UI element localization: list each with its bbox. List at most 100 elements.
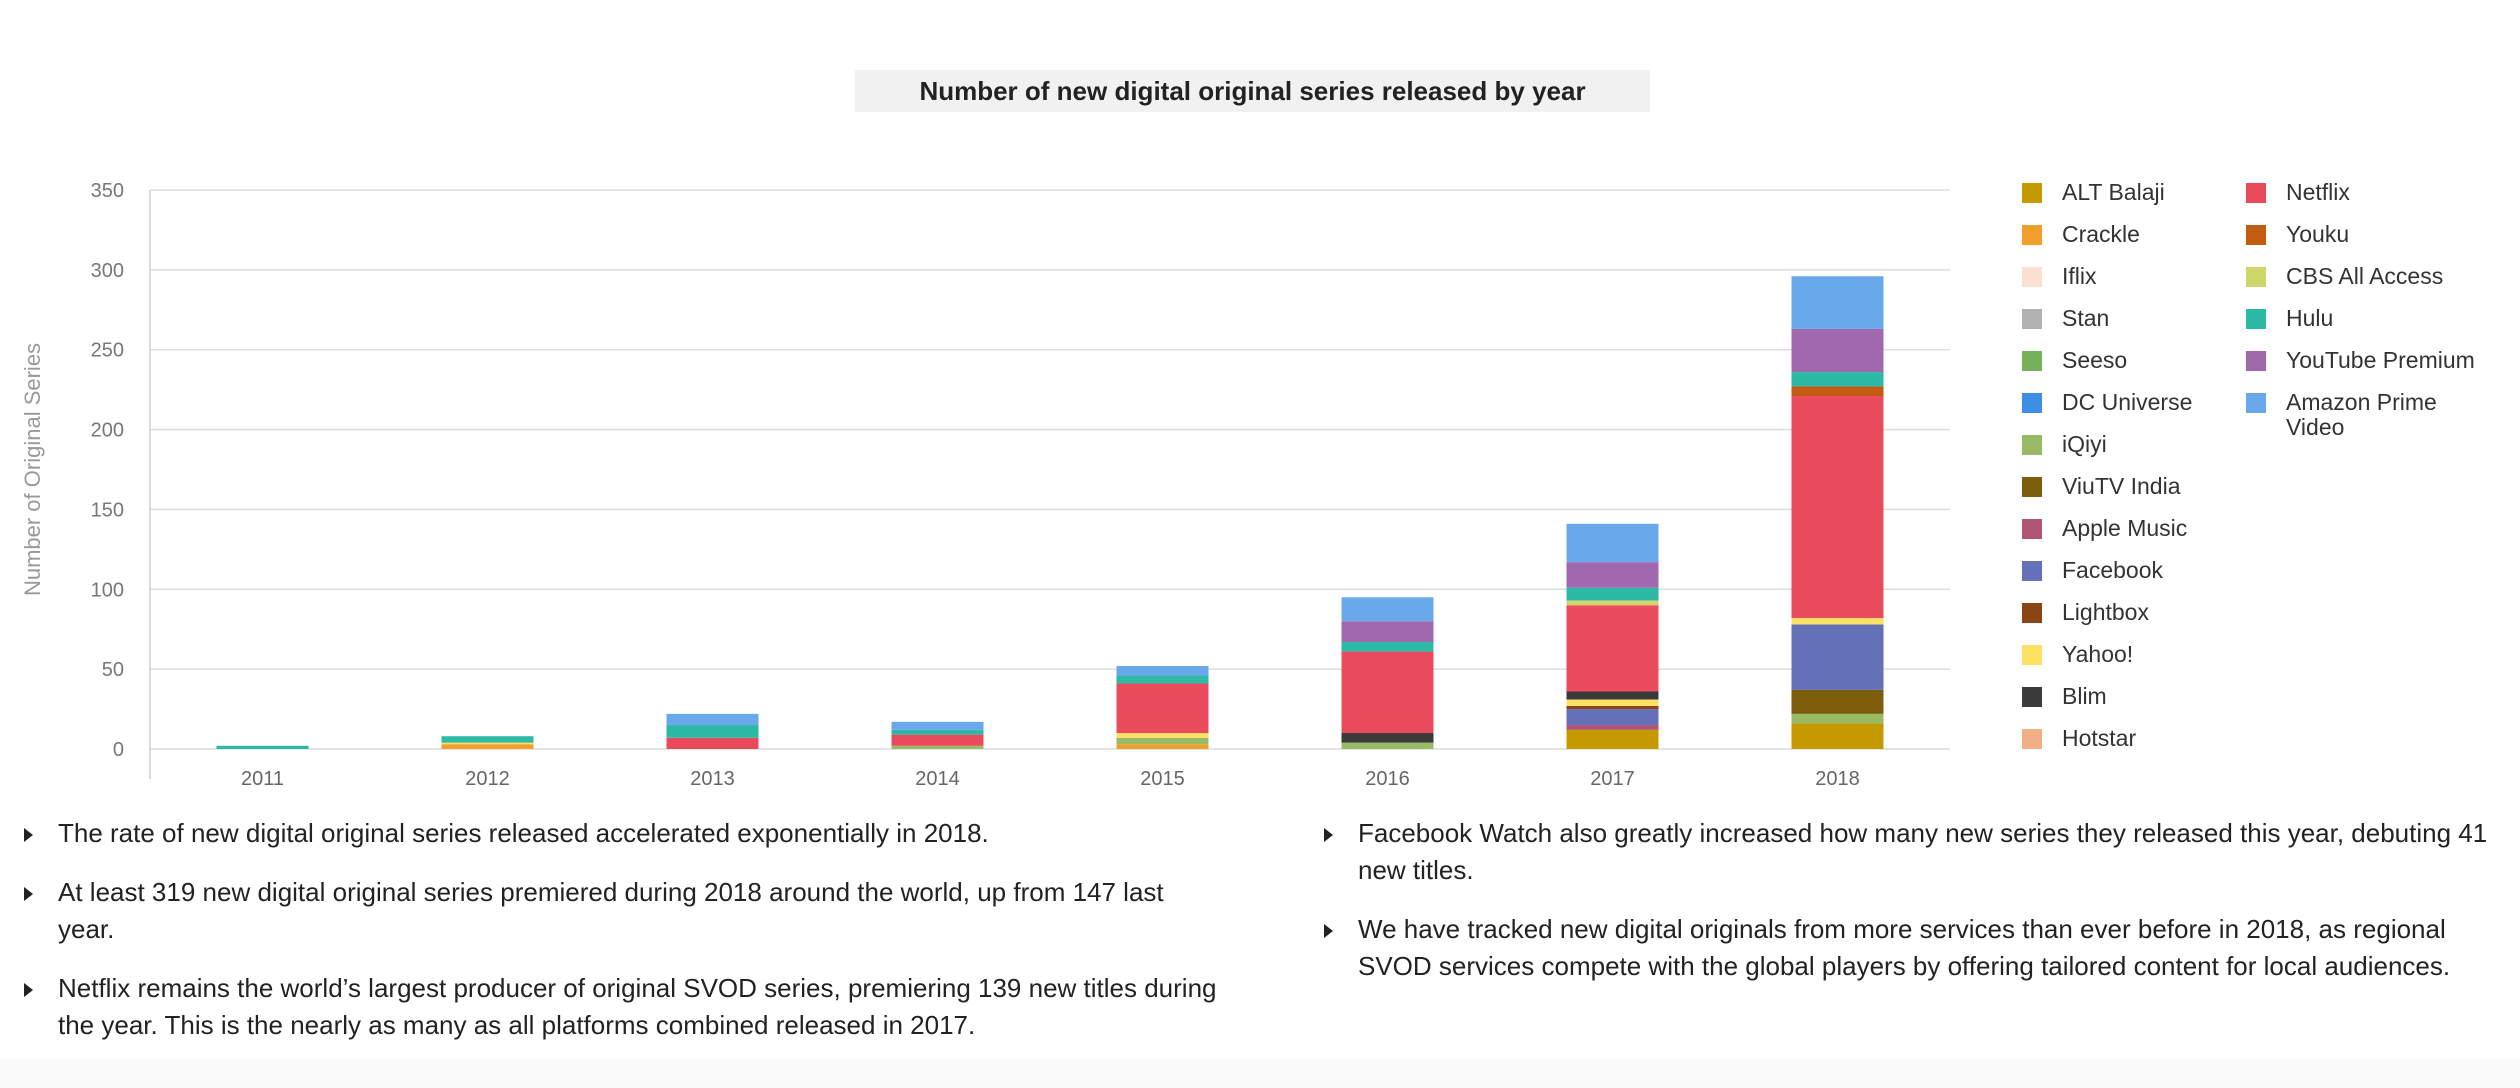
legend-label: Amazon Prime Video [2286,389,2437,440]
bar-segment[interactable] [1566,587,1659,601]
bar-segment[interactable] [1791,689,1884,714]
y-tick-label: 200 [91,420,124,442]
x-tick-label: 2018 [1815,768,1860,790]
bar-segment[interactable] [666,737,759,749]
bar-segment[interactable] [1566,691,1659,700]
bullet-point: We have tracked new digital originals fr… [1318,911,2518,985]
bar-segment[interactable] [666,725,759,738]
y-axis-label: Number of Original Series [20,343,45,596]
bar-segment[interactable] [1566,600,1659,606]
bar-segment[interactable] [1791,713,1884,724]
bar-segment[interactable] [1341,621,1434,642]
bar-segment[interactable] [1791,276,1884,329]
legend-item[interactable]: Iflix [2022,264,2252,289]
bar-segment[interactable] [1791,618,1884,625]
legend-item[interactable]: Hotstar [2022,726,2252,751]
bar-segment[interactable] [1566,699,1659,706]
footer-band [0,1058,2520,1088]
legend-swatch [2022,393,2042,413]
legend-label: Stan [2062,305,2110,331]
x-tick-label: 2016 [1365,768,1410,790]
legend-label: Iflix [2062,263,2097,289]
legend-label: Lightbox [2062,599,2149,625]
bar-segment[interactable] [1341,651,1434,734]
bar-segment[interactable] [891,729,984,735]
bar-segment[interactable] [891,721,984,730]
legend-label: Hotstar [2062,725,2137,751]
legend-item[interactable]: YouTube Premium [2246,348,2476,373]
bar-segment[interactable] [666,713,759,726]
legend-item[interactable]: Lightbox [2022,600,2252,625]
bar-segment[interactable] [891,745,984,749]
bar-segment[interactable] [1566,709,1659,726]
bar-segment[interactable] [1791,372,1884,387]
legend-item[interactable]: Blim [2022,684,2252,709]
legend-swatch [2246,309,2266,329]
legend-item[interactable]: ViuTV India [2022,474,2252,499]
legend-swatch [2022,183,2042,203]
bar-segment[interactable] [1116,683,1209,734]
legend-item[interactable]: Apple Music [2022,516,2252,541]
bar-segment[interactable] [891,734,984,746]
legend-swatch [2022,729,2042,749]
bar-segment[interactable] [1116,733,1209,738]
legend-swatch [2022,519,2042,539]
legend-item[interactable]: Facebook [2022,558,2252,583]
bar-segment[interactable] [1791,396,1884,619]
bar-segment[interactable] [1566,523,1659,563]
bar-segment[interactable] [1116,675,1209,684]
x-tick-label: 2013 [690,768,735,790]
legend-item[interactable]: Youku [2246,222,2476,247]
bar-segment[interactable] [1566,705,1659,710]
y-tick-label: 150 [91,499,124,521]
legend-label: Netflix [2286,179,2350,205]
stacked-bar-chart: 0 50 100 150 200 250 300 350 Number of Original … [20,180,1950,790]
bar-segment[interactable] [1566,605,1659,692]
legend-item[interactable]: DC Universe [2022,390,2252,415]
bar-segment[interactable] [1566,729,1659,749]
y-tick-label: 100 [91,579,124,601]
bullet-text: Netflix remains the world’s largest prod… [58,973,1217,1040]
bar-segment[interactable] [1116,744,1209,749]
legend-swatch [2022,225,2042,245]
legend-item[interactable]: ALT Balaji [2022,180,2252,205]
legend-item[interactable]: CBS All Access [2246,264,2476,289]
bar-segment[interactable] [1791,386,1884,397]
bar-segment[interactable] [1116,737,1209,745]
bullet-point: At least 319 new digital original series… [18,874,1218,948]
bar-segment[interactable] [1341,597,1434,622]
bar-segment[interactable] [1791,624,1884,690]
bar-segment[interactable] [216,745,309,749]
legend-item[interactable]: Crackle [2022,222,2252,247]
bar-segment[interactable] [1116,665,1209,676]
y-tick-label: 250 [91,340,124,362]
legend-item[interactable]: Yahoo! [2022,642,2252,667]
bar-segment[interactable] [441,744,534,749]
legend-item[interactable]: Netflix [2246,180,2476,205]
legend-label: ViuTV India [2062,473,2181,499]
bar-segment[interactable] [1791,328,1884,373]
bar-segment[interactable] [1341,742,1434,749]
legend-item[interactable]: Hulu [2246,306,2476,331]
legend-swatch [2246,393,2266,413]
bar-segment[interactable] [1566,725,1659,730]
bar-segment[interactable] [1341,733,1434,743]
caret-right-icon [24,828,33,842]
bar-segment[interactable] [1341,641,1434,652]
bar-segment[interactable] [1791,723,1884,749]
x-tick-label: 2015 [1140,768,1185,790]
legend-label: Seeso [2062,347,2128,373]
legend-item[interactable]: Amazon Prime Video [2246,390,2476,440]
bullet-point: Netflix remains the world’s largest prod… [18,970,1218,1044]
bar-segment[interactable] [1566,562,1659,588]
bar-segment[interactable] [441,742,534,745]
legend-item[interactable]: Stan [2022,306,2252,331]
legend-swatch [2022,351,2042,371]
bar-segment[interactable] [441,736,534,743]
legend-item[interactable]: Seeso [2022,348,2252,373]
legend-item[interactable]: iQiyi [2022,432,2252,457]
caret-right-icon [24,983,33,997]
legend-label: Hulu [2286,305,2334,331]
legend-swatch [2022,477,2042,497]
legend-label: Yahoo! [2062,641,2134,667]
